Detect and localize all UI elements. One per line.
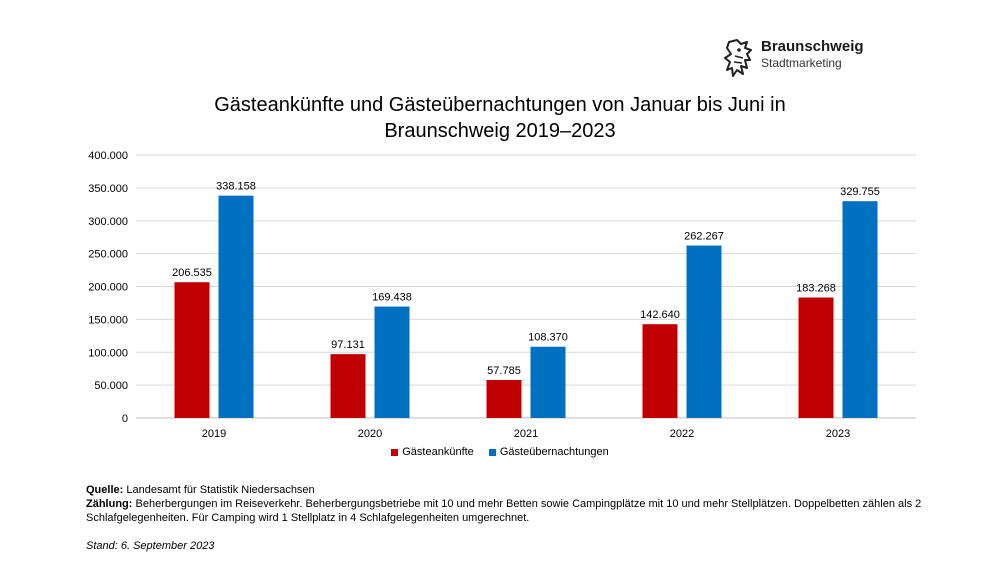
x-tick-label: 2022 — [670, 428, 694, 440]
y-tick-label: 100.000 — [88, 347, 128, 359]
data-label: 183.268 — [796, 283, 836, 295]
data-label: 108.370 — [528, 332, 568, 344]
status-date: Stand: 6. September 2023 — [86, 540, 215, 552]
bar-chart: 0 50.000 100.000 150.000 200.000 250.000 300.0… — [88, 150, 916, 440]
bar — [486, 380, 522, 418]
y-tick-label: 250.000 — [88, 249, 128, 261]
bar — [218, 195, 254, 418]
legend-swatch-overnights — [488, 448, 496, 456]
data-label: 262.267 — [684, 231, 724, 243]
y-tick-label: 50.000 — [94, 380, 128, 392]
source-text: Landesamt für Statistik Niedersachsen — [123, 484, 315, 496]
y-tick-label: 400.000 — [88, 150, 128, 162]
legend-swatch-arrivals — [391, 448, 399, 456]
x-tick-label: 2019 — [202, 428, 226, 440]
counting-text: Beherbergungen im Reiseverkehr. Beherber… — [86, 498, 922, 524]
bar — [642, 324, 678, 418]
y-tick-label: 200.000 — [88, 282, 128, 294]
logo-title: Braunschweig — [761, 38, 864, 55]
data-label: 206.535 — [172, 267, 212, 279]
bar — [174, 282, 210, 418]
bar — [330, 354, 366, 418]
legend-label-overnights: Gästeübernachtungen — [499, 446, 609, 458]
source-notes: Quelle: Landesamt für Statistik Niedersa… — [86, 483, 966, 525]
y-tick-label: 150.000 — [88, 314, 128, 326]
logo: Braunschweig Stadtmarketing — [723, 38, 873, 80]
legend-label-arrivals: Gästeankünfte — [402, 446, 474, 458]
data-label: 57.785 — [487, 365, 521, 377]
counting-label: Zählung: — [86, 498, 133, 510]
lion-icon — [724, 39, 752, 77]
chart-title-line-1: Gästeankünfte und Gästeübernachtungen vo… — [214, 94, 786, 116]
logo-subtitle: Stadtmarketing — [761, 56, 842, 70]
chart-title: Gästeankünfte und Gästeübernachtungen vo… — [0, 92, 1000, 144]
y-tick-label: 350.000 — [88, 183, 128, 195]
data-label: 97.131 — [331, 339, 365, 351]
x-tick-label: 2020 — [358, 428, 382, 440]
data-label: 338.158 — [216, 181, 256, 193]
legend-item-overnights: Gästeübernachtungen — [488, 446, 609, 458]
y-tick-label: 300.000 — [88, 216, 128, 228]
chart-title-line-2: Braunschweig 2019–2023 — [384, 120, 616, 142]
legend: Gästeankünfte Gästeübernachtungen — [0, 446, 1000, 459]
data-label: 169.438 — [372, 292, 412, 304]
bar — [530, 346, 566, 418]
bar — [686, 245, 722, 418]
data-label: 329.755 — [840, 186, 880, 198]
counting-note: Zählung: Beherbergungen im Reiseverkehr.… — [86, 497, 966, 525]
source-line: Quelle: Landesamt für Statistik Niedersa… — [86, 483, 966, 497]
y-tick-label: 0 — [122, 413, 128, 425]
x-tick-label: 2023 — [826, 428, 850, 440]
bar — [798, 297, 834, 418]
x-tick-label: 2021 — [514, 428, 538, 440]
bar — [374, 306, 410, 418]
data-label: 142.640 — [640, 309, 680, 321]
bar — [842, 201, 878, 418]
legend-item-arrivals: Gästeankünfte — [391, 446, 474, 458]
source-label: Quelle: — [86, 484, 124, 496]
